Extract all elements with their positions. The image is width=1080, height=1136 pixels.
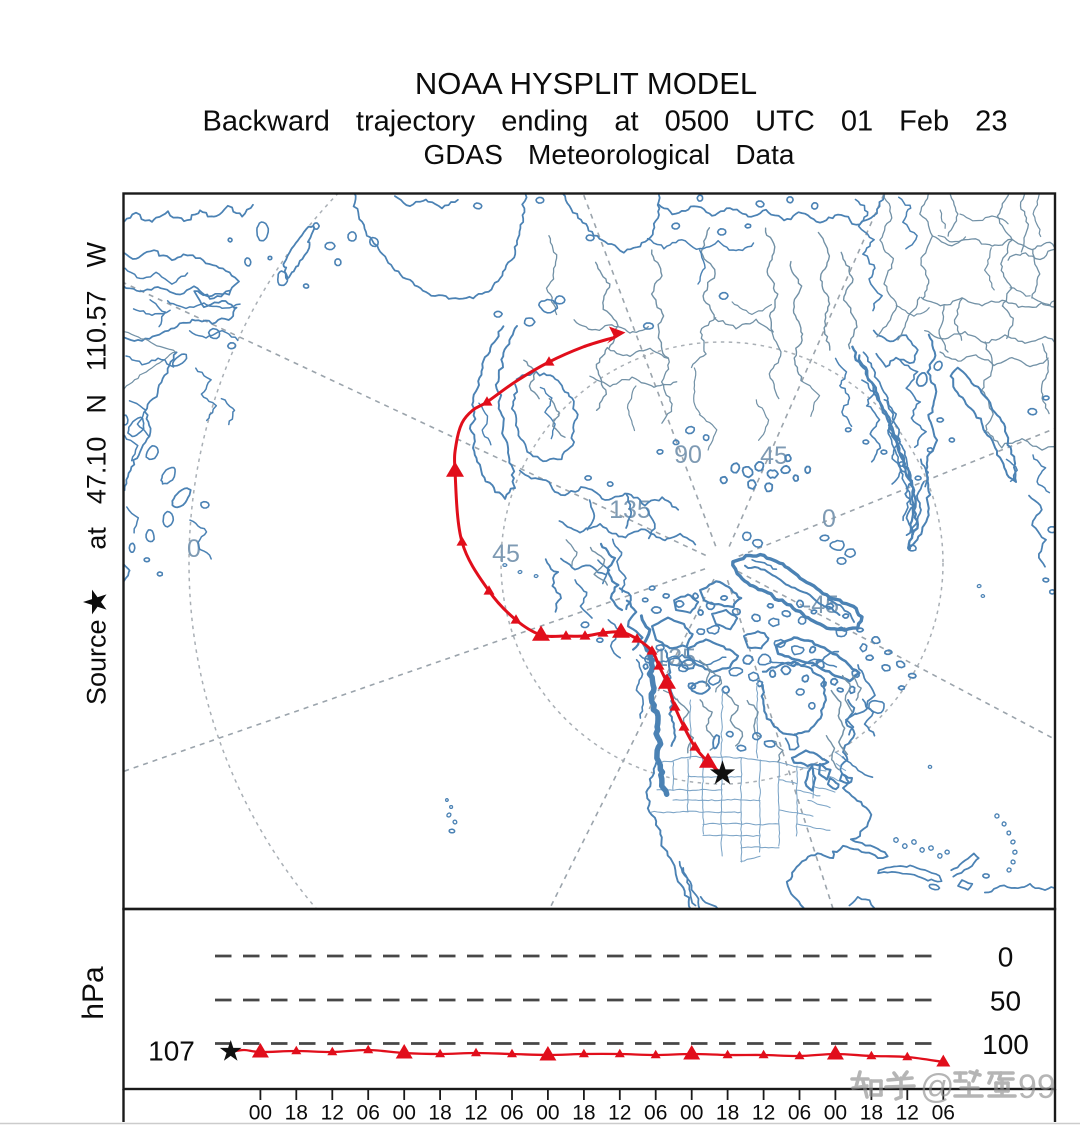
svg-text:18: 18: [860, 1102, 883, 1125]
svg-text:0: 0: [998, 941, 1014, 972]
svg-text:NOAA HYSPLIT MODEL: NOAA HYSPLIT MODEL: [415, 66, 757, 101]
svg-text:18: 18: [716, 1102, 739, 1125]
svg-text:18: 18: [428, 1102, 451, 1125]
svg-text:00: 00: [249, 1102, 272, 1125]
svg-text:45: 45: [760, 442, 788, 470]
svg-text:Backward trajectory ending at: Backward trajectory ending at 0500 UTC 0…: [203, 106, 1008, 138]
svg-text:00: 00: [680, 1102, 703, 1125]
svg-text:GDAS Meteorological Data: GDAS Meteorological Data: [424, 139, 795, 170]
svg-text:100: 100: [982, 1029, 1029, 1060]
svg-text:06: 06: [932, 1102, 955, 1125]
svg-text:00: 00: [824, 1102, 847, 1125]
svg-text:@: @: [920, 1068, 955, 1106]
svg-text:90: 90: [674, 441, 702, 469]
svg-text:hPa: hPa: [77, 966, 110, 1020]
svg-text:18: 18: [572, 1102, 595, 1125]
svg-text:50: 50: [990, 985, 1021, 1016]
svg-text:107: 107: [148, 1035, 195, 1066]
svg-text:12: 12: [464, 1102, 487, 1125]
svg-text:00: 00: [536, 1102, 559, 1125]
svg-text:12: 12: [608, 1102, 631, 1125]
svg-text:06: 06: [500, 1102, 523, 1125]
svg-text:12: 12: [752, 1102, 775, 1125]
svg-text:99: 99: [1018, 1068, 1056, 1106]
svg-text:00: 00: [393, 1102, 416, 1125]
svg-text:18: 18: [285, 1102, 308, 1125]
svg-text:at 47.10 N 110.57 W: at 47.10 N 110.57 W: [82, 241, 112, 549]
svg-text:12: 12: [896, 1102, 919, 1125]
svg-text:06: 06: [644, 1102, 667, 1125]
svg-text:Source: Source: [82, 619, 112, 705]
svg-text:0: 0: [822, 505, 836, 533]
svg-text:06: 06: [788, 1102, 811, 1125]
svg-text:45: 45: [492, 540, 520, 568]
svg-text:06: 06: [357, 1102, 380, 1125]
svg-text:0: 0: [187, 535, 201, 563]
svg-text:12: 12: [321, 1102, 344, 1125]
